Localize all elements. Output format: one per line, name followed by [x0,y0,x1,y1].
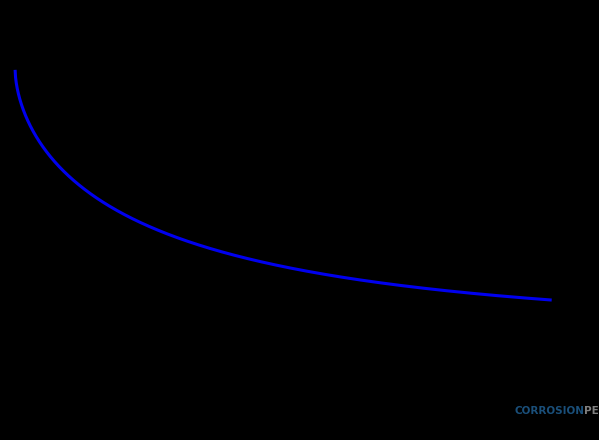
Text: PEDIA: PEDIA [584,407,599,416]
Text: CORROSION: CORROSION [515,407,584,416]
